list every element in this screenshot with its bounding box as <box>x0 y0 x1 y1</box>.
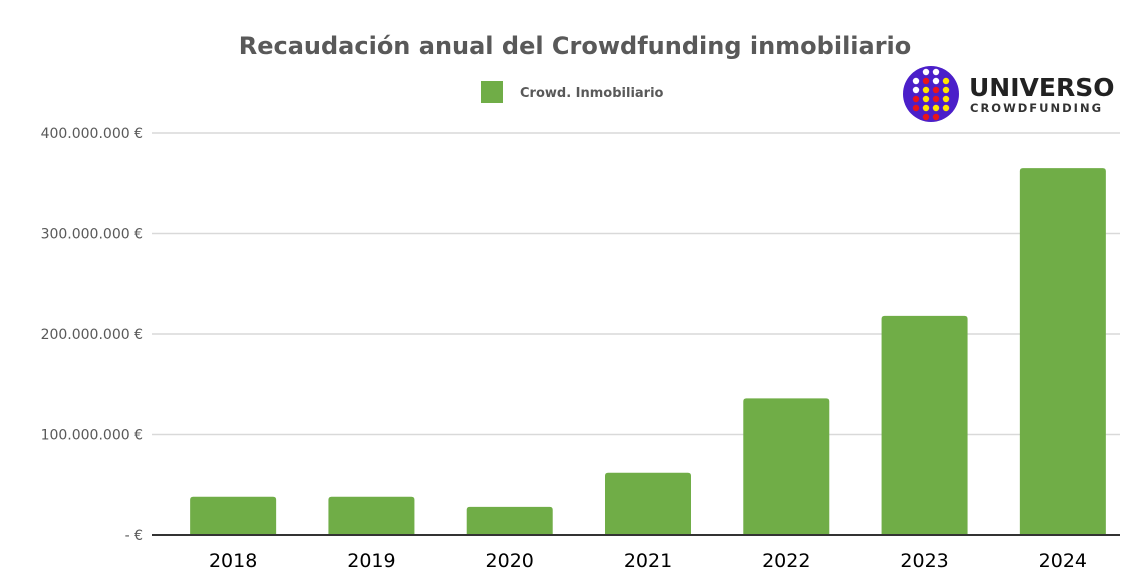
logo-dot <box>912 86 920 94</box>
x-tick-label: 2018 <box>209 550 257 572</box>
logo-dot <box>932 95 940 103</box>
logo-dot <box>912 77 920 85</box>
y-tick-label: - € <box>125 528 143 544</box>
logo-dot <box>922 113 930 121</box>
x-tick-label: 2024 <box>1039 550 1087 572</box>
y-tick-label: 100.000.000 € <box>41 428 143 444</box>
x-tick-label: 2023 <box>900 550 948 572</box>
logo-dot <box>912 104 920 112</box>
logo-dot <box>942 104 950 112</box>
legend-swatch <box>481 81 503 103</box>
logo-circle <box>903 66 959 122</box>
bar-2021 <box>605 472 691 535</box>
logo-dot <box>932 68 940 76</box>
x-axis: 2018 2019 2020 2021 2022 2023 2024 <box>209 550 1087 572</box>
logo-tagline: CROWDFUNDING <box>970 101 1103 115</box>
logo-dot <box>922 104 930 112</box>
x-tick-label: 2022 <box>762 550 810 572</box>
universo-crowdfunding-logo: UNIVERSO CROWDFUNDING <box>903 66 1114 122</box>
y-tick-label: 200.000.000 € <box>41 327 143 343</box>
x-tick-label: 2021 <box>624 550 672 572</box>
legend: Crowd. Inmobiliario <box>481 81 664 103</box>
bar-2023 <box>881 315 968 535</box>
x-tick-label: 2020 <box>486 550 534 572</box>
logo-dot <box>942 86 950 94</box>
logo-dots <box>912 68 950 121</box>
logo-dot <box>932 104 940 112</box>
logo-dot <box>942 77 950 85</box>
logo-dot <box>922 95 930 103</box>
bars <box>190 168 1106 536</box>
logo-dot <box>912 95 920 103</box>
logo-dot <box>932 77 940 85</box>
bar-2018 <box>190 496 277 535</box>
logo-dot <box>922 86 930 94</box>
bar-2020 <box>466 506 553 535</box>
logo-dot <box>942 95 950 103</box>
logo-dot <box>922 68 930 76</box>
chart-title: Recaudación anual del Crowdfunding inmob… <box>239 32 912 60</box>
logo-name: UNIVERSO <box>969 73 1114 102</box>
logo-dot <box>932 86 940 94</box>
y-tick-label: 300.000.000 € <box>41 227 143 243</box>
legend-label: Crowd. Inmobiliario <box>520 86 664 101</box>
logo-dot <box>932 113 940 121</box>
logo-dot <box>922 77 930 85</box>
bar-2019 <box>328 496 415 535</box>
y-tick-label: 400.000.000 € <box>41 126 143 142</box>
gridlines <box>152 132 1120 436</box>
bar-2022 <box>743 398 830 535</box>
x-tick-label: 2019 <box>347 550 395 572</box>
y-axis: - € 100.000.000 € 200.000.000 € 300.000.000… <box>41 126 143 544</box>
bar-2024 <box>1019 168 1106 536</box>
